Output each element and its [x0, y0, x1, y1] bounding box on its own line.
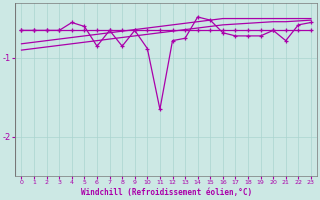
X-axis label: Windchill (Refroidissement éolien,°C): Windchill (Refroidissement éolien,°C)	[81, 188, 252, 197]
